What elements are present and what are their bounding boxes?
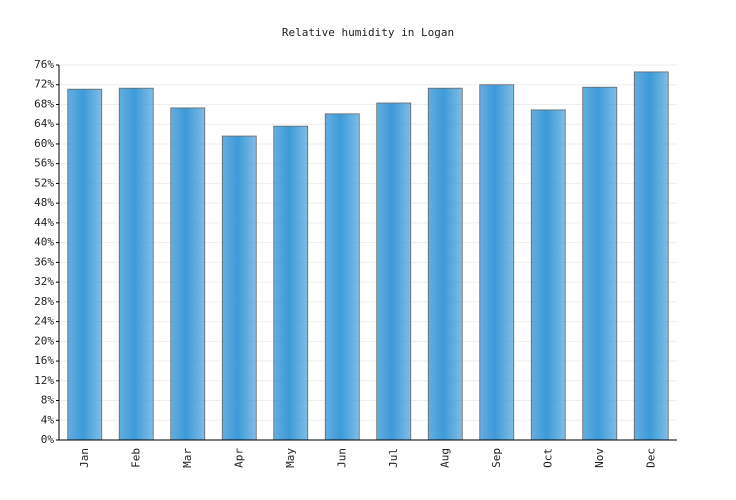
bar [427,87,463,441]
bar [67,88,103,441]
bar [273,125,309,441]
x-tick-label: Sep [490,448,503,468]
y-tick-label: 76% [34,58,54,71]
x-tick-label: May [284,448,297,468]
x-tick-label: Dec [644,448,657,468]
y-tick-label: 40% [34,236,54,249]
y-tick-label: 48% [34,196,54,209]
y-tick-label: 68% [34,97,54,110]
x-tick-label: Jan [78,448,91,468]
x-tick-label: Nov [593,448,606,468]
y-tick-label: 24% [34,315,54,328]
y-tick-label: 16% [34,354,54,367]
y-tick-label: 72% [34,78,54,91]
y-tick-label: 64% [34,117,54,130]
bar [324,113,360,441]
bar [376,102,412,441]
y-tick-label: 4% [41,413,55,426]
x-tick-label: Aug [438,448,451,468]
bar [530,109,566,441]
y-tick-label: 60% [34,137,54,150]
plot-bg [59,65,677,440]
bar [582,86,618,441]
y-tick-label: 12% [34,374,54,387]
y-tick-label: 36% [34,255,54,268]
x-tick-label: Apr [232,448,245,468]
x-tick-label: Jun [335,448,348,468]
bar [118,87,154,441]
x-tick-label: Jul [387,448,400,468]
y-tick-label: 20% [34,334,54,347]
y-tick-label: 28% [34,295,54,308]
y-tick-label: 32% [34,275,54,288]
x-tick-label: Feb [129,448,142,468]
bar [479,84,515,441]
y-tick-label: 8% [41,394,55,407]
bar [170,107,206,441]
bar [633,71,669,441]
y-tick-label: 52% [34,176,54,189]
y-tick-label: 44% [34,216,54,229]
chart-title: Relative humidity in Logan [282,26,454,39]
y-tick-label: 56% [34,157,54,170]
y-tick-label: 0% [41,433,55,446]
x-tick-label: Oct [541,448,554,468]
bar [221,135,257,441]
x-tick-label: Mar [181,448,194,468]
